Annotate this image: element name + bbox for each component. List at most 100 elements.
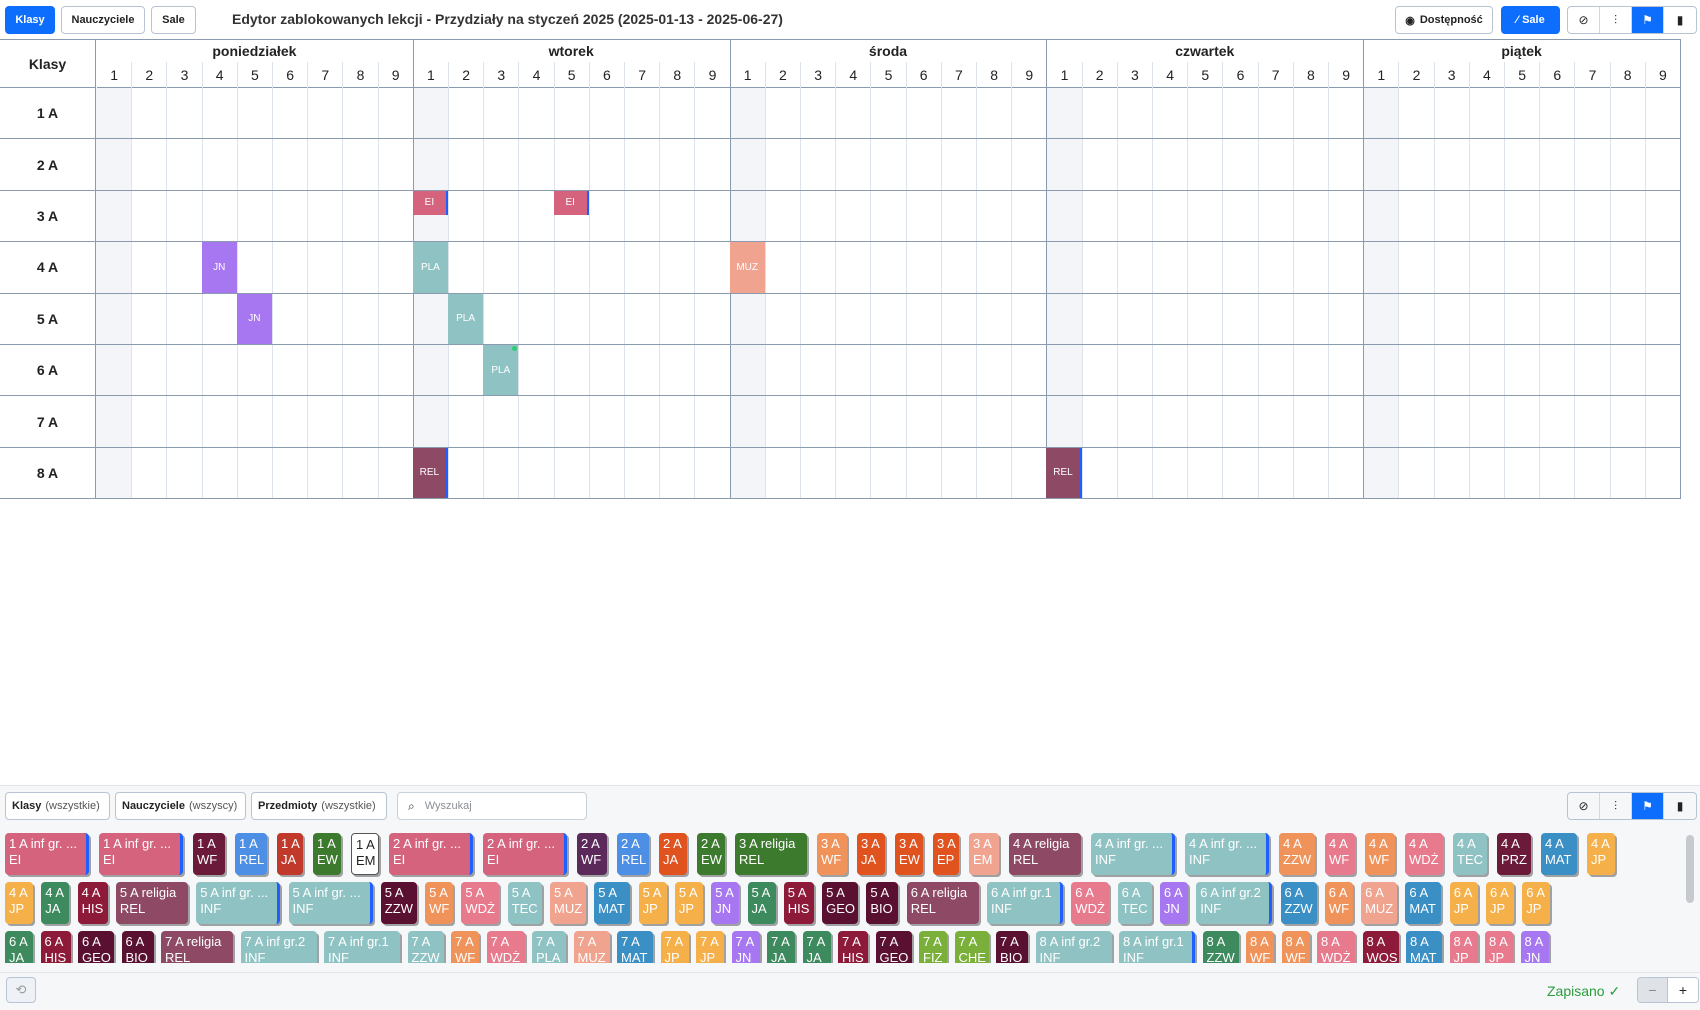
lesson-pool-card[interactable]: 8 A MAT bbox=[1406, 931, 1442, 963]
lesson-pool-card[interactable]: 7 A religia REL bbox=[161, 931, 233, 963]
lesson-pool-card[interactable]: 3 A EW bbox=[895, 833, 923, 875]
lesson-pool-card[interactable]: 4 A HIS bbox=[77, 882, 108, 924]
lesson-pool-card[interactable]: 1 A inf gr. ... EI bbox=[5, 833, 89, 875]
lesson-pool-card[interactable]: 5 A JN bbox=[711, 882, 740, 924]
lesson-pool-card[interactable]: 2 A inf gr. ... EI bbox=[389, 833, 473, 875]
nauczyciele-tab-button[interactable]: Nauczyciele bbox=[61, 6, 145, 34]
lesson-pool-card[interactable]: 4 A JP bbox=[5, 882, 33, 924]
lesson-pool-card[interactable]: 4 A JA bbox=[41, 882, 70, 924]
lesson-pool-card[interactable]: 6 A BIO bbox=[121, 931, 154, 963]
zoom-in-button[interactable]: + bbox=[1668, 978, 1698, 1002]
lesson-pool-card[interactable]: 3 A JA bbox=[857, 833, 885, 875]
lesson-pool-card[interactable]: 1 A REL bbox=[235, 833, 267, 875]
lesson-card[interactable]: REL bbox=[412, 447, 448, 499]
pool-scrollbar[interactable] bbox=[1686, 835, 1694, 903]
lesson-card[interactable]: JN bbox=[236, 293, 272, 344]
lesson-pool-card[interactable]: 7 A CHE bbox=[954, 931, 989, 963]
lesson-pool-card[interactable]: 1 A inf gr. ... EI bbox=[99, 833, 183, 875]
lesson-pool-card[interactable]: 7 A PLA bbox=[532, 931, 566, 963]
dostepnosc-button[interactable]: ◉ Dostępność bbox=[1395, 6, 1493, 34]
lesson-pool-card[interactable]: 7 A JA bbox=[767, 931, 795, 963]
lesson-pool-card[interactable]: 6 A JP bbox=[1522, 882, 1551, 924]
bell-off-icon[interactable]: ⊘ bbox=[1568, 793, 1600, 819]
sliders-icon[interactable]: ⫶ bbox=[1600, 793, 1632, 819]
lesson-pool-card[interactable]: 5 A GEO bbox=[822, 882, 859, 924]
klasy-tab-button[interactable]: Klasy bbox=[5, 6, 55, 34]
layout-icon[interactable]: ⚑ bbox=[1632, 793, 1664, 819]
lesson-pool-card[interactable]: 6 A WF bbox=[1324, 882, 1353, 924]
lesson-pool-card[interactable]: 6 A WDŻ bbox=[1071, 882, 1110, 924]
layout-icon[interactable]: ⚑ bbox=[1632, 7, 1664, 33]
lesson-pool-card[interactable]: 6 A MAT bbox=[1405, 882, 1442, 924]
delete-icon[interactable]: ▮ bbox=[1676, 799, 1684, 813]
search-input[interactable]: ⌕ Wyszukaj bbox=[397, 792, 587, 820]
lesson-pool-card[interactable]: 1 A WF bbox=[193, 833, 225, 875]
lesson-pool-card[interactable]: 4 A WF bbox=[1365, 833, 1395, 875]
lesson-pool-card[interactable]: 8 A JP bbox=[1449, 931, 1478, 963]
lesson-pool-card[interactable]: 7 A JN bbox=[731, 931, 760, 963]
lesson-pool-card[interactable]: 6 A ZZW bbox=[1280, 882, 1317, 924]
lesson-pool-card[interactable]: 4 A WDŻ bbox=[1405, 833, 1443, 875]
lesson-pool-card[interactable]: 4 A PRZ bbox=[1497, 833, 1531, 875]
lesson-pool-card[interactable]: 7 A inf gr.2 INF bbox=[240, 931, 317, 963]
lesson-pool-card[interactable]: 2 A EW bbox=[697, 833, 725, 875]
lesson-pool-card[interactable]: 5 A JP bbox=[638, 882, 667, 924]
lesson-pool-card[interactable]: 6 A JN bbox=[1159, 882, 1188, 924]
lesson-pool-card[interactable]: 7 A FIZ bbox=[919, 931, 947, 963]
lesson-pool-card[interactable]: 7 A JA bbox=[802, 931, 831, 963]
lesson-pool-card[interactable]: 8 A ZZW bbox=[1202, 931, 1239, 963]
lesson-pool-card[interactable]: 4 A JP bbox=[1587, 833, 1615, 875]
lesson-pool-card[interactable]: 5 A ZZW bbox=[380, 882, 417, 924]
lesson-pool-card[interactable]: 7 A HIS bbox=[838, 931, 868, 963]
lesson-pool-card[interactable]: 7 A inf gr.1 INF bbox=[324, 931, 400, 963]
lesson-pool-card[interactable]: 4 A religia REL bbox=[1009, 833, 1081, 875]
delete-icon[interactable]: ▮ bbox=[1676, 13, 1684, 27]
lesson-pool-card[interactable]: 7 A WDŻ bbox=[486, 931, 525, 963]
lesson-pool-card[interactable]: 7 A JP bbox=[660, 931, 689, 963]
lesson-pool-card[interactable]: 6 A JA bbox=[5, 931, 33, 963]
lesson-pool-card[interactable]: 7 A ZZW bbox=[407, 931, 444, 963]
nauczyciele-filter[interactable]: Nauczyciele (wszyscy) bbox=[115, 792, 246, 820]
lesson-pool-card[interactable]: 2 A JA bbox=[659, 833, 687, 875]
lesson-pool-card[interactable]: 5 A JP bbox=[674, 882, 703, 924]
lesson-pool-card[interactable]: 4 A inf gr. ... INF bbox=[1091, 833, 1175, 875]
lesson-pool-card[interactable]: 4 A inf gr. ... INF bbox=[1185, 833, 1269, 875]
lesson-pool-card[interactable]: 6 A HIS bbox=[40, 931, 71, 963]
lesson-pool-card[interactable]: 7 A MUZ bbox=[573, 931, 610, 963]
lesson-pool-card[interactable]: 5 A WDŻ bbox=[461, 882, 500, 924]
lesson-pool-card[interactable]: 6 A GEO bbox=[78, 931, 114, 963]
lesson-card[interactable]: PLA bbox=[483, 345, 519, 396]
lesson-card[interactable]: REL bbox=[1046, 447, 1082, 499]
sale-toggle-button[interactable]: ⁄ Sale bbox=[1501, 6, 1560, 34]
undo-button[interactable]: ⟲ bbox=[6, 977, 36, 1003]
klasy-filter[interactable]: Klasy (wszystkie) bbox=[5, 792, 110, 820]
lesson-pool-card[interactable]: 8 A WF bbox=[1281, 931, 1310, 963]
lesson-pool-card[interactable]: 1 A JA bbox=[277, 833, 303, 875]
sale-tab-button[interactable]: Sale bbox=[151, 6, 196, 34]
lesson-pool-card[interactable]: 2 A inf gr. ... EI bbox=[483, 833, 567, 875]
lesson-pool-card[interactable]: 3 A WF bbox=[817, 833, 847, 875]
lesson-pool-card[interactable]: 4 A ZZW bbox=[1279, 833, 1315, 875]
lesson-pool-card[interactable]: 8 A inf gr.2 INF bbox=[1035, 931, 1112, 963]
lesson-pool-card[interactable]: 5 A HIS bbox=[783, 882, 814, 924]
sliders-icon[interactable]: ⫶ bbox=[1600, 7, 1632, 33]
lesson-pool-card[interactable]: 5 A MAT bbox=[594, 882, 631, 924]
lesson-pool-card[interactable]: 6 A inf gr.2 INF bbox=[1196, 882, 1273, 924]
lesson-pool-card[interactable]: 7 A BIO bbox=[996, 931, 1028, 963]
lesson-card[interactable]: EI bbox=[412, 190, 448, 215]
lesson-card[interactable]: EI bbox=[553, 190, 589, 215]
lesson-pool-card[interactable]: 8 A WF bbox=[1246, 931, 1274, 963]
lesson-card[interactable]: PLA bbox=[412, 242, 448, 293]
lesson-pool-card[interactable]: 6 A JP bbox=[1449, 882, 1478, 924]
lesson-pool-card[interactable]: 1 A EW bbox=[313, 833, 341, 875]
lesson-pool-card[interactable]: 7 A GEO bbox=[875, 931, 912, 963]
lesson-pool-card[interactable]: 5 A MUZ bbox=[550, 882, 586, 924]
lesson-pool-card[interactable]: 8 A JN bbox=[1520, 931, 1549, 963]
lesson-pool-card[interactable]: 7 A WF bbox=[451, 931, 479, 963]
bell-off-icon[interactable]: ⊘ bbox=[1568, 7, 1600, 33]
lesson-card[interactable]: JN bbox=[201, 242, 237, 293]
przedmioty-filter[interactable]: Przedmioty (wszystkie) bbox=[251, 792, 387, 820]
lesson-pool-card[interactable]: 6 A TEC bbox=[1117, 882, 1152, 924]
lesson-pool-card[interactable]: 5 A TEC bbox=[507, 882, 542, 924]
lesson-pool-card[interactable]: 8 A WDŻ bbox=[1317, 931, 1355, 963]
